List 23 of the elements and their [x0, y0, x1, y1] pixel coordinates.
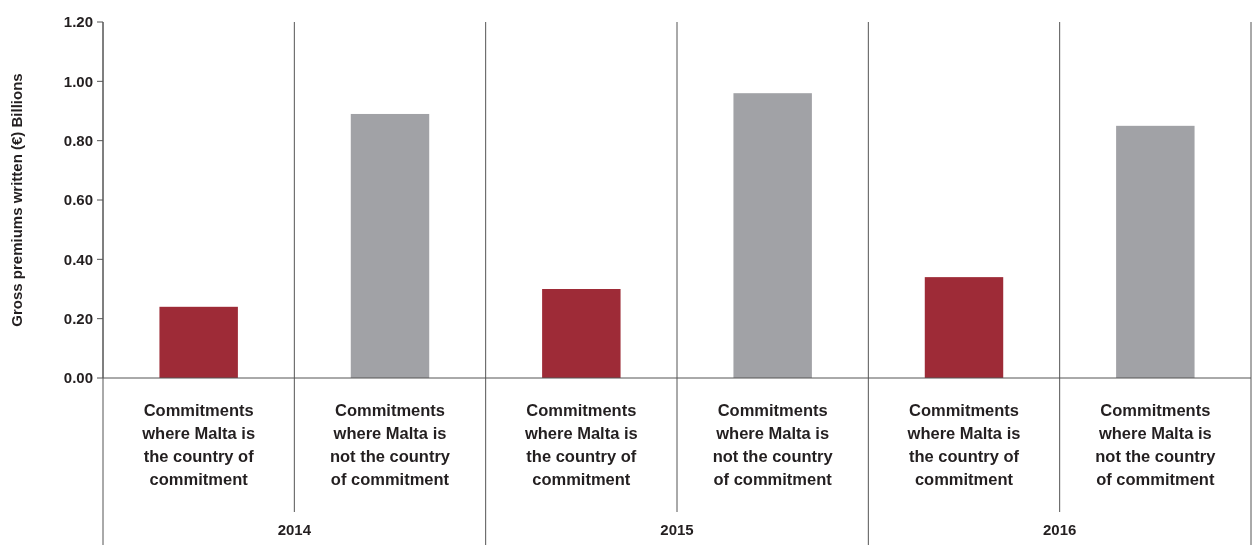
x-tick-label: Commitments where Malta is the country of commitment	[141, 401, 256, 488]
text: 2015	[660, 521, 694, 538]
bar	[350, 113, 430, 378]
text: 2016	[1042, 521, 1077, 538]
x-tick-label: Commitments where Malta is not the country of commitment	[712, 401, 834, 488]
y-tick-label: 0.60	[63, 191, 93, 209]
x-tick-label: Commitments where Malta is not the country of commitment	[1095, 401, 1217, 488]
y-tick-label: 0.20	[63, 309, 93, 327]
x-tick-label: Commitments where Malta is the country of commitment	[906, 401, 1021, 488]
y-tick-label: 0.80	[63, 131, 93, 149]
y-tick-label: 0.00	[63, 369, 93, 387]
bar	[1116, 125, 1195, 378]
bar	[924, 277, 1004, 378]
y-tick-label: 1.00	[63, 72, 93, 90]
x-tick-label: Commitments where Malta is the country of commitment	[523, 401, 638, 488]
y-axis-title: Gross premiums written (€) Billions	[8, 73, 25, 327]
x-tick-label: Commitments where Malta is not the country of commitment	[329, 401, 451, 488]
bar	[733, 93, 812, 378]
y-tick-label: 1.20	[63, 13, 93, 31]
bar	[159, 306, 238, 378]
y-tick-label: 0.40	[63, 250, 93, 268]
bar	[542, 289, 621, 378]
text: 2014	[277, 521, 312, 538]
